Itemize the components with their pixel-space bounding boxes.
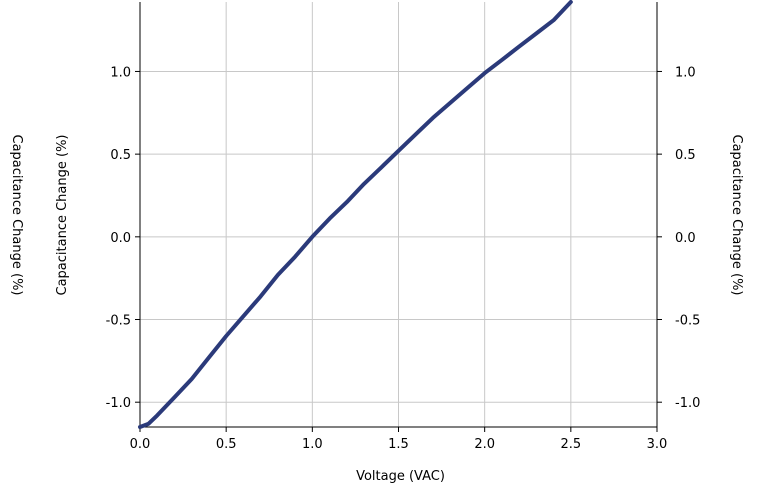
- y-tick-label-right: -0.5: [675, 314, 700, 329]
- y-axis-label-left-outer: Capacitance Change (%): [9, 134, 24, 295]
- series: [138, 0, 573, 429]
- y-tick-label-left: 1.0: [110, 65, 131, 80]
- y-tick-label-right: 0.5: [675, 148, 696, 163]
- x-tick-label: 0.5: [216, 437, 237, 452]
- ticks: 0.0 0.5 1.0 1.5 2.0 2.5 3.0 -1.0 -1.0 -0.5 -0.5 0.0…: [106, 65, 701, 452]
- data-line: [138, 0, 573, 429]
- y-axis-label-right: Capacitance Change (%): [729, 134, 744, 295]
- x-tick-label: 1.5: [388, 437, 409, 452]
- x-tick-label: 0.0: [130, 437, 151, 452]
- y-tick-label-right: 0.0: [675, 231, 696, 246]
- y-tick-label-right: -1.0: [675, 396, 700, 411]
- y-axis-label-left-inner: Capacitance Change (%): [55, 134, 70, 295]
- y-tick-label-right: 1.0: [675, 65, 696, 80]
- x-axis-label: Voltage (VAC): [356, 469, 445, 484]
- grid: [139, 2, 658, 427]
- x-tick-label: 2.0: [474, 437, 495, 452]
- x-tick-label: 3.0: [647, 437, 668, 452]
- x-tick-label: 1.0: [302, 437, 323, 452]
- x-tick-label: 2.5: [560, 437, 581, 452]
- y-tick-label-left: -1.0: [106, 396, 131, 411]
- y-tick-label-left: -0.5: [106, 314, 131, 329]
- y-tick-label-left: 0.5: [110, 148, 131, 163]
- y-tick-label-left: 0.0: [110, 231, 131, 246]
